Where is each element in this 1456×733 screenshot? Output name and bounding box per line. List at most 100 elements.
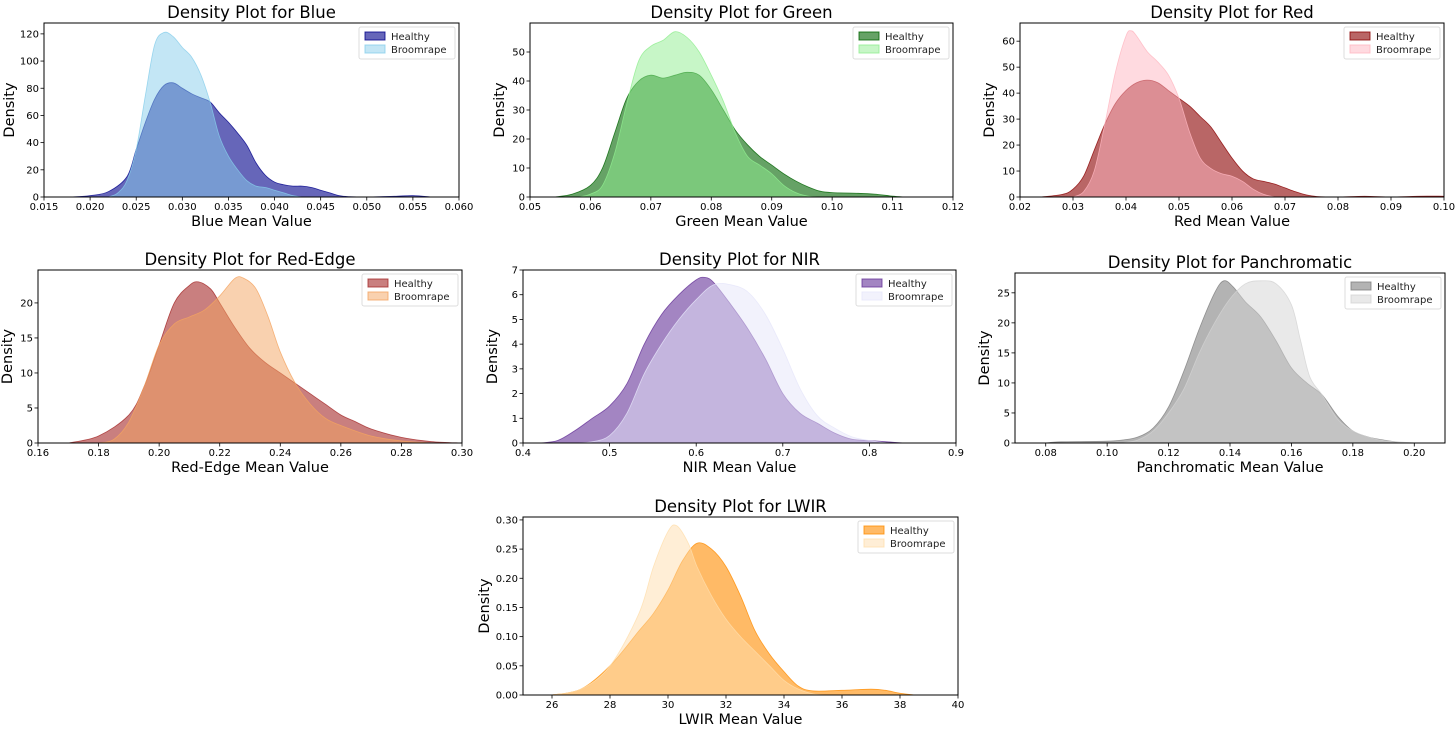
density-panel: 0.08 0.10 0.12 0.14 0.16 0.18 0.20 0 5 10 15 20 25 De… — [977, 253, 1446, 476]
axes-frame — [43, 22, 460, 198]
y-tick-label: 40 — [1002, 89, 1015, 100]
x-tick-label: 0.30 — [451, 448, 473, 459]
x-tick-label: 0.020 — [76, 202, 105, 213]
x-tick-label: 28 — [604, 700, 617, 711]
x-tick-label: 0.10 — [1433, 202, 1455, 213]
chart-title: Density Plot for Red — [1150, 3, 1314, 22]
density-curve-healthy — [71, 82, 432, 198]
chart-title: Density Plot for LWIR — [654, 497, 827, 516]
x-tick-label: 32 — [720, 700, 733, 711]
legend-swatch-healthy — [367, 278, 389, 288]
x-tick-label: 0.9 — [948, 448, 964, 459]
y-axis-label: Density — [492, 82, 508, 138]
y-tick-label: 0 — [1004, 439, 1010, 450]
x-axis-label: Blue Mean Value — [191, 214, 312, 230]
y-tick-label: 0.10 — [496, 632, 518, 643]
y-tick-label: 10 — [20, 368, 33, 379]
legend-label-healthy: Healthy — [1376, 32, 1415, 43]
y-tick-label: 0 — [519, 193, 525, 204]
y-axis-label: Density — [0, 329, 16, 385]
x-tick-label: 0.035 — [214, 202, 243, 213]
x-tick-label: 0.08 — [1327, 202, 1349, 213]
chart-title: Density Plot for Panchromatic — [1108, 253, 1352, 272]
x-tick-label: 0.24 — [269, 448, 291, 459]
x-tick-label: 0.28 — [390, 448, 412, 459]
y-tick-label: 0.30 — [496, 515, 518, 526]
axes-frame — [522, 269, 957, 444]
x-tick-label: 0.5 — [602, 448, 618, 459]
density-curve-broomrape — [574, 283, 887, 444]
x-tick-label: 34 — [778, 700, 791, 711]
x-tick-label: 0.05 — [1168, 202, 1190, 213]
legend-swatch-broomrape — [1349, 44, 1371, 54]
y-tick-label: 25 — [997, 288, 1010, 299]
legend-swatch-healthy — [1350, 281, 1372, 291]
x-tick-label: 0.14 — [1219, 448, 1241, 459]
x-axis-label: LWIR Mean Value — [679, 712, 803, 728]
x-tick-label: 0.07 — [640, 202, 662, 213]
density-curve-broomrape — [578, 31, 821, 198]
x-axis-label: Panchromatic Mean Value — [1136, 460, 1323, 476]
legend-label-healthy: Healthy — [890, 526, 929, 537]
y-tick-label: 50 — [512, 48, 525, 59]
x-tick-label: 36 — [836, 700, 849, 711]
x-tick-label: 0.08 — [1035, 448, 1057, 459]
legend-swatch-healthy — [364, 31, 386, 41]
legend-swatch-broomrape — [364, 44, 386, 54]
y-tick-label: 1 — [512, 414, 518, 425]
x-tick-label: 0.07 — [1274, 202, 1296, 213]
legend: Healthy Broomrape — [855, 273, 953, 307]
y-tick-label: 20 — [26, 165, 39, 176]
x-tick-label: 0.12 — [942, 202, 964, 213]
x-tick-label: 0.20 — [148, 448, 170, 459]
y-tick-label: 20 — [997, 318, 1010, 329]
y-tick-label: 10 — [512, 164, 525, 175]
x-tick-label: 0.02 — [1009, 202, 1031, 213]
y-tick-label: 5 — [27, 403, 33, 414]
y-axis-label: Density — [485, 329, 501, 385]
legend-label-broomrape: Broomrape — [394, 292, 449, 303]
y-tick-label: 40 — [26, 138, 39, 149]
y-tick-label: 0 — [1009, 193, 1015, 204]
y-tick-label: 80 — [26, 84, 39, 95]
y-tick-label: 0 — [33, 193, 39, 204]
axes-frame — [522, 516, 959, 696]
y-tick-label: 2 — [512, 389, 518, 400]
x-tick-label: 0.050 — [352, 202, 381, 213]
legend-swatch-healthy — [863, 525, 885, 535]
x-tick-label: 0.05 — [519, 202, 541, 213]
x-tick-label: 0.015 — [30, 202, 59, 213]
chart-title: Density Plot for Blue — [167, 3, 336, 22]
y-tick-label: 10 — [997, 378, 1010, 389]
x-tick-label: 0.09 — [761, 202, 783, 213]
chart-title: Density Plot for NIR — [659, 250, 820, 269]
y-tick-label: 20 — [20, 298, 33, 309]
density-curve-broomrape — [108, 31, 303, 198]
y-tick-label: 30 — [1002, 115, 1015, 126]
chart-title: Density Plot for Red-Edge — [144, 250, 355, 269]
y-tick-label: 0.25 — [496, 545, 518, 556]
legend-label-healthy: Healthy — [1377, 282, 1416, 293]
y-tick-label: 100 — [20, 57, 39, 68]
y-tick-label: 0 — [27, 439, 33, 450]
x-tick-label: 0.10 — [821, 202, 843, 213]
y-tick-label: 4 — [512, 340, 518, 351]
y-tick-label: 0.20 — [496, 574, 518, 585]
legend-swatch-healthy — [858, 31, 880, 41]
legend: Healthy Broomrape — [1343, 26, 1441, 60]
x-tick-label: 0.025 — [122, 202, 151, 213]
x-tick-label: 0.11 — [881, 202, 903, 213]
x-tick-label: 0.03 — [1062, 202, 1084, 213]
x-tick-label: 0.18 — [1342, 448, 1364, 459]
density-panel: 26 28 30 32 34 36 38 40 0.00 0.05 0.10 0.15 0.20 0.25… — [477, 497, 964, 728]
legend-swatch-broomrape — [367, 291, 389, 301]
x-axis-label: Green Mean Value — [675, 214, 808, 230]
legend-swatch-broomrape — [861, 291, 883, 301]
chart-title: Density Plot for Green — [650, 3, 832, 22]
y-tick-label: 5 — [512, 315, 518, 326]
legend: Healthy Broomrape — [1344, 276, 1442, 310]
density-panel: 0.02 0.03 0.04 0.05 0.06 0.07 0.08 0.09 0.10 0 10 2… — [982, 3, 1455, 230]
x-tick-label: 38 — [894, 700, 907, 711]
x-tick-label: 0.6 — [688, 448, 704, 459]
x-tick-label: 0.26 — [330, 448, 352, 459]
